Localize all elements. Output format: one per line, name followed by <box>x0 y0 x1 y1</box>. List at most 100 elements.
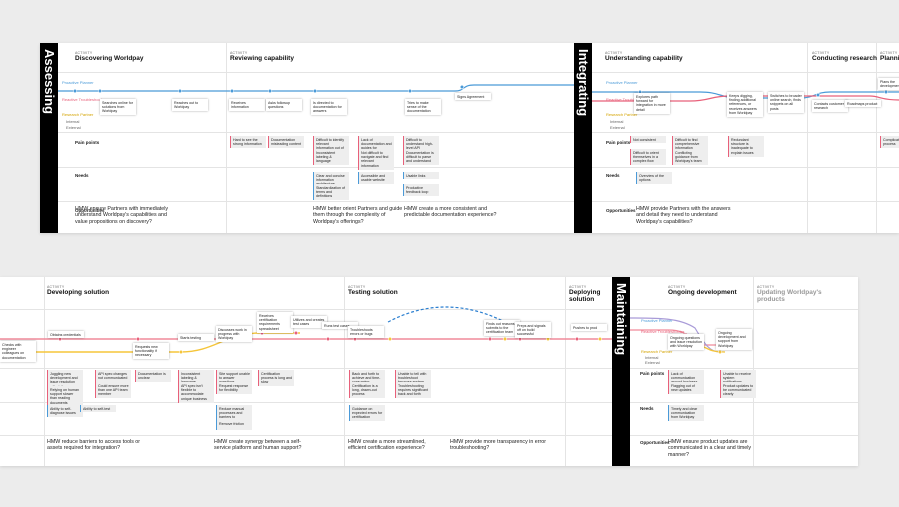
divider <box>0 309 858 310</box>
touchpoint-dot <box>135 336 141 342</box>
step-card: Switches to broader online search, finds… <box>768 92 804 113</box>
row-label: Needs <box>606 173 620 178</box>
step-card: Reaches out to Worldpay <box>172 99 208 111</box>
row-label: Pain points <box>640 371 665 376</box>
pain-point-card: Request response for flexibility <box>216 382 252 394</box>
pain-point-card: Relying on human support slower than rea… <box>47 386 83 407</box>
touchpoint-dot <box>229 88 235 94</box>
pain-point-card: Redundant structure is inadequate to exp… <box>728 136 764 157</box>
row-label: Opportunities <box>640 440 670 445</box>
step-card: Starts testing <box>178 334 214 342</box>
opportunity: HMW create a more streamlined, efficient… <box>348 439 426 452</box>
legend-entry: Reactive Troubleshooter <box>641 329 685 334</box>
divider <box>44 277 45 466</box>
activity-label: ACTIVITY <box>230 51 248 55</box>
opportunity: HMW create synergy between a self-servic… <box>214 439 302 452</box>
step-card: Ongoing development and support from Wor… <box>716 329 752 350</box>
phase-title: Testing solution <box>348 289 398 296</box>
pain-point-card: Conflicting guidance from Worldpay's tea… <box>672 149 708 166</box>
pain-point-card: Difficult to orient themselves in a comp… <box>630 149 666 166</box>
pain-point-card: API spec isn't flexible to accommodate u… <box>178 382 214 403</box>
step-card: Asks followup questions <box>266 99 302 111</box>
integrator-line <box>0 332 300 353</box>
activity-label: ACTIVITY <box>569 285 587 289</box>
touchpoint-dot <box>487 336 493 342</box>
pain-point-card: Documentation is unclear <box>135 370 171 382</box>
activity-label: ACTIVITY <box>605 51 623 55</box>
need-card: Guidance on expected errors for certific… <box>349 405 385 422</box>
divider <box>0 435 858 436</box>
legend-entry: External <box>66 125 81 130</box>
touchpoint-dot <box>97 88 103 94</box>
pain-point-card: Hard to see the strong information <box>230 136 266 148</box>
need-card: Timely and clear communication from Worl… <box>668 405 704 422</box>
need-card: Accessible and usable website <box>358 172 394 184</box>
divider <box>565 277 566 466</box>
legend-entry: External <box>610 125 625 130</box>
pain-point-card: Complicated process <box>880 136 899 148</box>
pain-point-card: Not consistent <box>630 136 666 144</box>
step-card: Utilizes and creates test cases <box>291 316 327 328</box>
step-card: Pushes to prod <box>571 324 607 332</box>
step-card: Requests new functionality if necessary <box>133 343 169 360</box>
opportunity: HMW reduce barriers to access tools or a… <box>47 439 141 452</box>
legend-entry: Internal <box>645 355 659 360</box>
opportunity: HMW ensure product updates are communica… <box>668 439 752 458</box>
need-card: Productive feedback loop <box>403 184 439 196</box>
phase-title: Updating Worldpay's products <box>757 289 822 303</box>
touchpoint-dot <box>597 336 603 342</box>
pain-point-card: Difficult to find comprehensive informat… <box>672 136 708 153</box>
touchpoint-dot <box>815 92 821 98</box>
activity-label: ACTIVITY <box>757 285 775 289</box>
step-card: Troubleshoots errors or bugs <box>348 326 384 338</box>
step-card: Searches online for solutions from World… <box>100 99 136 116</box>
activity-label: ACTIVITY <box>47 285 65 289</box>
step-card: Signs Agreement <box>455 93 491 101</box>
stage-label: Assessing <box>42 49 57 115</box>
step-card: Preps and signals off on build successfu… <box>515 322 551 339</box>
step-card: Receives certification requirements spre… <box>257 312 293 333</box>
touchpoint-dot <box>72 88 78 94</box>
row-label: Opportunities <box>75 208 105 213</box>
pain-point-card: Documentation misleading content <box>268 136 304 148</box>
stage-label: Integrating <box>576 49 591 117</box>
step-card: Checks with engineer colleagues on docum… <box>0 341 36 362</box>
divider <box>344 277 345 466</box>
legend-entry: Reactive Troubleshooter <box>606 97 650 102</box>
need-card: Standardization of terms and definitions <box>313 184 349 201</box>
legend-entry: Internal <box>66 119 80 124</box>
row-label: Pain points <box>606 140 631 145</box>
divider <box>0 402 858 403</box>
step-card: Plans the development <box>878 78 899 90</box>
stage-band: Maintaining <box>612 277 630 466</box>
pain-point-card: Documentation is difficult to parse and … <box>403 149 439 166</box>
divider <box>58 167 899 168</box>
activity-label: ACTIVITY <box>348 285 366 289</box>
touchpoint-dot <box>407 88 413 94</box>
stage-label: Maintaining <box>614 283 629 356</box>
step-card: Explores path forward for integration in… <box>634 93 670 114</box>
step-card: Discusses work in progress with Worldpay <box>216 326 252 343</box>
step-card: Roadmaps product <box>845 100 881 108</box>
pain-point-card: Inconsistent labeling & language <box>313 149 349 166</box>
step-card: Is directed to documentation for answers <box>311 99 347 116</box>
step-card: Obtains credentials <box>48 331 84 339</box>
stage-band: Integrating <box>574 43 592 233</box>
touchpoint-dot <box>312 88 318 94</box>
row-label: Opportunities <box>606 208 636 213</box>
row-label: Pain points <box>75 140 100 145</box>
need-card: Remove friction <box>216 420 252 428</box>
divider <box>58 132 899 133</box>
touchpoint-dot <box>502 336 508 342</box>
activity-label: ACTIVITY <box>880 51 898 55</box>
pain-point-card: Product updates to be communicated clear… <box>720 382 756 399</box>
stage-band: Assessing <box>40 43 58 233</box>
legend-entry: Proactive Planner <box>606 80 638 85</box>
step-card: Receives information <box>229 99 265 111</box>
divider <box>0 368 858 369</box>
touchpoint-dot <box>177 88 183 94</box>
touchpoint-dot <box>387 336 393 342</box>
touchpoint-dot <box>325 336 331 342</box>
pain-point-card: Certification process is long and slow <box>258 370 294 387</box>
